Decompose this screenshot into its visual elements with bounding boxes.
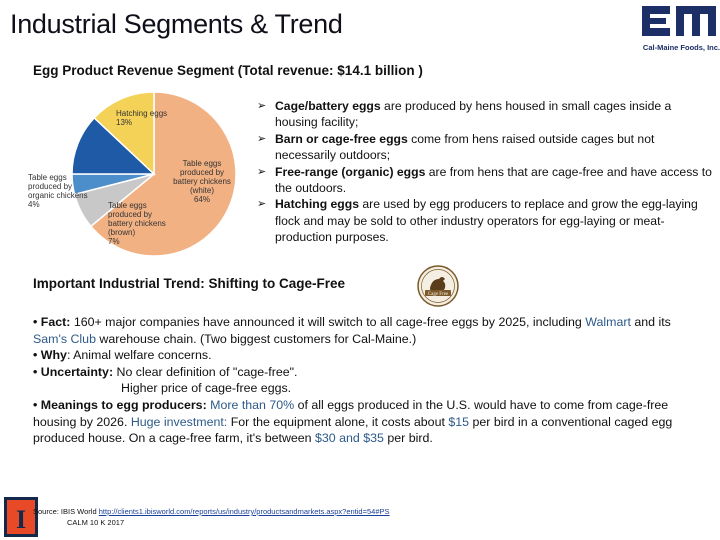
- pie-slice: [89, 91, 237, 257]
- uncertainty-line-2: Higher price of cage-free eggs.: [121, 381, 292, 396]
- revenue-pie-chart: Table eggs produced by battery chickens (wh…: [28, 91, 237, 257]
- why-line: • Why: Animal welfare concerns.: [33, 348, 212, 363]
- source-link[interactable]: http://clients1.ibisworld.com/reports/us…: [98, 507, 390, 516]
- source-citation: Source: IBIS World http://clients1.ibisw…: [33, 507, 390, 527]
- bullet-cage-eggs: ➢ Cage/battery eggs are produced by hens …: [257, 99, 672, 130]
- arrow-bullet-icon: ➢: [257, 100, 267, 112]
- bullet-barn-eggs: ➢ Barn or cage-free eggs come from hens r…: [257, 131, 655, 163]
- revenue-subtitle: Egg Product Revenue Segment (Total reven…: [33, 63, 423, 78]
- pie-slice-label: Table eggs produced by battery chickens (br…: [108, 201, 166, 246]
- trend-heading: Important Industrial Trend: Shifting to …: [33, 276, 346, 291]
- ilogo-letter: I: [16, 505, 26, 534]
- badge-text: Cage Free: [428, 292, 449, 297]
- source-line-2: CALM 10 K 2017: [67, 518, 125, 527]
- meanings-line: • Meanings to egg producers: More than 7…: [33, 397, 673, 446]
- pie-slice-label: Hatching eggs 13%: [116, 109, 167, 127]
- arrow-bullet-icon: ➢: [257, 198, 267, 211]
- egg-type-definitions: ➢ Cage/battery eggs are produced by hens …: [257, 98, 715, 246]
- fact-line: • Fact: 160+ major companies have announ…: [33, 315, 671, 346]
- pie-slice-label: Table eggs produced by cage-free chickens 12…: [28, 105, 72, 150]
- cage-free-badge-icon: Cage Free: [417, 265, 459, 307]
- arrow-bullet-icon: ➢: [257, 132, 267, 145]
- trend-details: • Fact: 160+ major companies have announ…: [33, 314, 703, 447]
- pie-slice: [71, 116, 156, 175]
- pie-slice-label: Table eggs produced by organic chickens 4%: [28, 173, 88, 209]
- arrow-bullet-icon: ➢: [257, 165, 267, 178]
- page-title: Industrial Segments & Trend: [10, 9, 343, 39]
- logo-caption: Cal-Maine Foods, Inc.: [642, 43, 720, 52]
- bullet-hatching-eggs: ➢ Hatching eggs are used by egg producers…: [257, 197, 698, 245]
- uncertainty-line: • Uncertainty: No clear definition of "c…: [33, 364, 298, 379]
- university-logo-icon: I: [4, 497, 38, 537]
- pie-slice-label: Table eggs produced by battery chickens (wh…: [173, 159, 231, 204]
- bullet-free-range-eggs: ➢ Free-range (organic) eggs are from hens…: [257, 164, 712, 196]
- company-logo: Cal-Maine Foods, Inc.: [636, 2, 720, 54]
- pie-slice: [93, 91, 155, 176]
